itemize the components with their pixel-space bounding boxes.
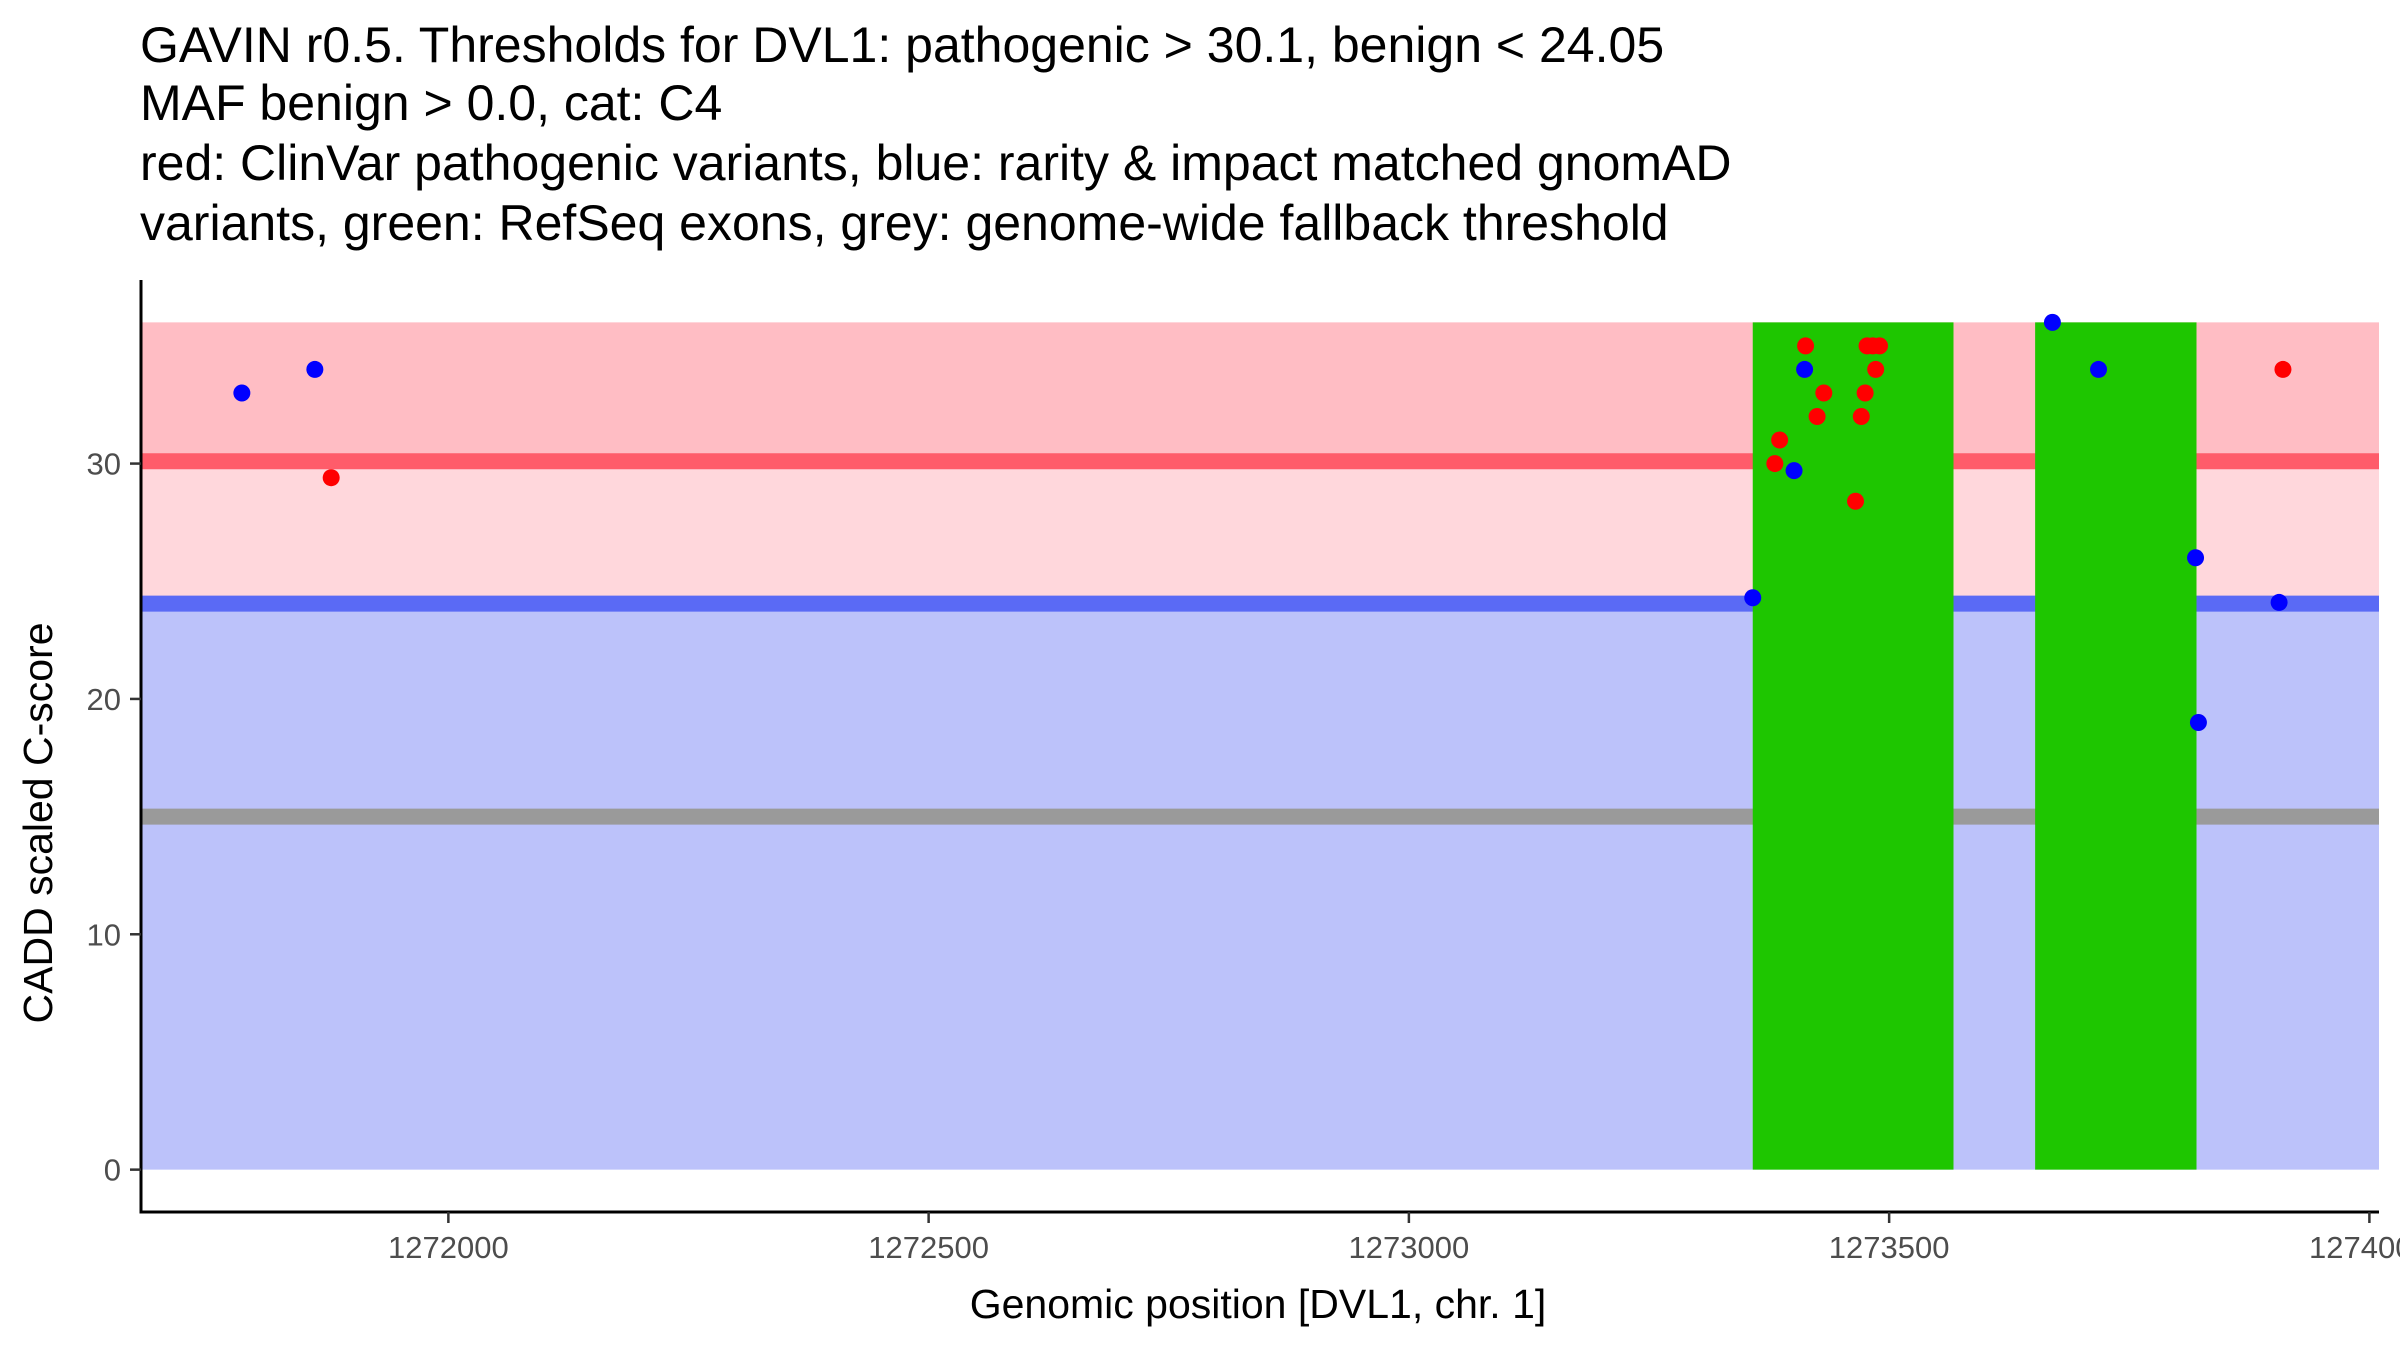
exon-rect-2 (2035, 322, 2197, 1170)
exon-rects (1752, 322, 2197, 1170)
clinvar-point-7 (1847, 492, 1865, 510)
y-tick-label: 0 (104, 1153, 121, 1188)
x-axis-title: Genomic position [DVL1, chr. 1] (970, 1281, 1547, 1327)
clinvar-point-1 (322, 469, 340, 487)
y-axis-title: CADD scaled C-score (15, 623, 61, 1024)
variant-points (233, 313, 2292, 731)
intermediate-zone-band (141, 461, 2379, 604)
gnomad-point-5 (1785, 462, 1803, 480)
x-tick-label: 1274000 (2309, 1230, 2400, 1265)
chart-title: GAVIN r0.5. Thresholds for DVL1: pathoge… (140, 17, 1731, 251)
title-line-4: variants, green: RefSeq exons, grey: gen… (140, 195, 1669, 251)
y-ticks: 0 10 20 30 (87, 447, 141, 1188)
threshold-bands (141, 322, 2379, 1170)
clinvar-point-4 (1797, 337, 1815, 355)
clinvar-point-9 (1856, 384, 1874, 402)
x-tick-label: 1273000 (1349, 1230, 1470, 1265)
x-tick-label: 1272000 (388, 1230, 509, 1265)
clinvar-point-2 (1766, 455, 1784, 473)
threshold-lines (141, 453, 2379, 825)
gnomad-point-6 (2043, 313, 2061, 331)
benign-zone-band (141, 603, 2379, 1170)
clinvar-point-6 (1815, 384, 1833, 402)
x-ticks: 1272000 1272500 1273000 1273500 1274000 (388, 1212, 2400, 1265)
clinvar-point-8 (1852, 408, 1870, 426)
x-tick-label: 1272500 (868, 1230, 989, 1265)
gnomad-point-10 (2270, 593, 2288, 611)
gnomad-point-2 (306, 360, 324, 378)
gnomad-point-4 (1796, 360, 1814, 378)
exon-rect-1 (1752, 322, 1954, 1170)
gnomad-point-8 (2187, 549, 2205, 567)
clinvar-point-14 (2274, 360, 2292, 378)
title-line-3: red: ClinVar pathogenic variants, blue: … (140, 135, 1731, 191)
x-tick-label: 1273500 (1829, 1230, 1950, 1265)
clinvar-point-12 (1867, 360, 1885, 378)
clinvar-point-13 (1871, 337, 1889, 355)
pathogenic-zone-band (141, 322, 2379, 462)
clinvar-point-3 (1771, 431, 1789, 449)
y-tick-label: 30 (87, 447, 121, 482)
gnomad-point-1 (233, 384, 251, 402)
y-tick-label: 20 (87, 682, 121, 717)
gnomad-point-3 (1744, 589, 1762, 607)
title-line-1: GAVIN r0.5. Thresholds for DVL1: pathoge… (140, 17, 1664, 73)
gnomad-point-7 (2090, 360, 2108, 378)
title-line-2: MAF benign > 0.0, cat: C4 (140, 75, 722, 131)
y-tick-label: 10 (87, 917, 121, 952)
gnomad-point-9 (2189, 713, 2207, 731)
clinvar-point-5 (1808, 408, 1826, 426)
axes: 1272000 1272500 1273000 1273500 1274000 0 10 2… (87, 280, 2400, 1265)
